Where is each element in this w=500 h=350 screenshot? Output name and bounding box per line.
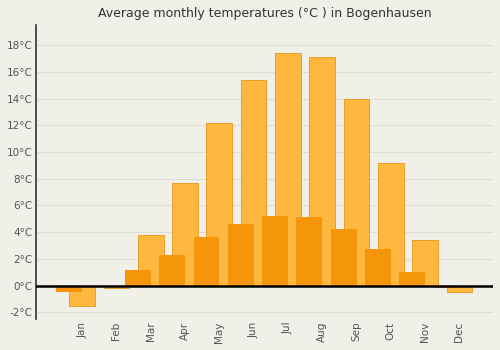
Bar	[400, 272, 425, 286]
Bar	[296, 217, 322, 286]
Bar	[70, 286, 95, 306]
Bar	[310, 57, 335, 286]
Bar	[160, 255, 185, 286]
Bar	[240, 80, 266, 286]
Bar	[446, 286, 472, 292]
Bar	[172, 183, 198, 286]
Bar	[378, 163, 404, 286]
Bar	[344, 99, 369, 286]
Bar	[194, 237, 220, 286]
Bar	[434, 286, 460, 288]
Bar	[365, 249, 391, 286]
Bar	[125, 270, 150, 286]
Bar	[228, 224, 254, 286]
Bar	[206, 123, 232, 286]
Title: Average monthly temperatures (°C ) in Bogenhausen: Average monthly temperatures (°C ) in Bo…	[98, 7, 431, 20]
Bar	[104, 286, 130, 288]
Bar	[138, 235, 164, 286]
Bar	[56, 286, 82, 292]
Bar	[412, 240, 438, 286]
Bar	[275, 53, 301, 286]
Bar	[262, 216, 288, 286]
Bar	[331, 230, 356, 286]
